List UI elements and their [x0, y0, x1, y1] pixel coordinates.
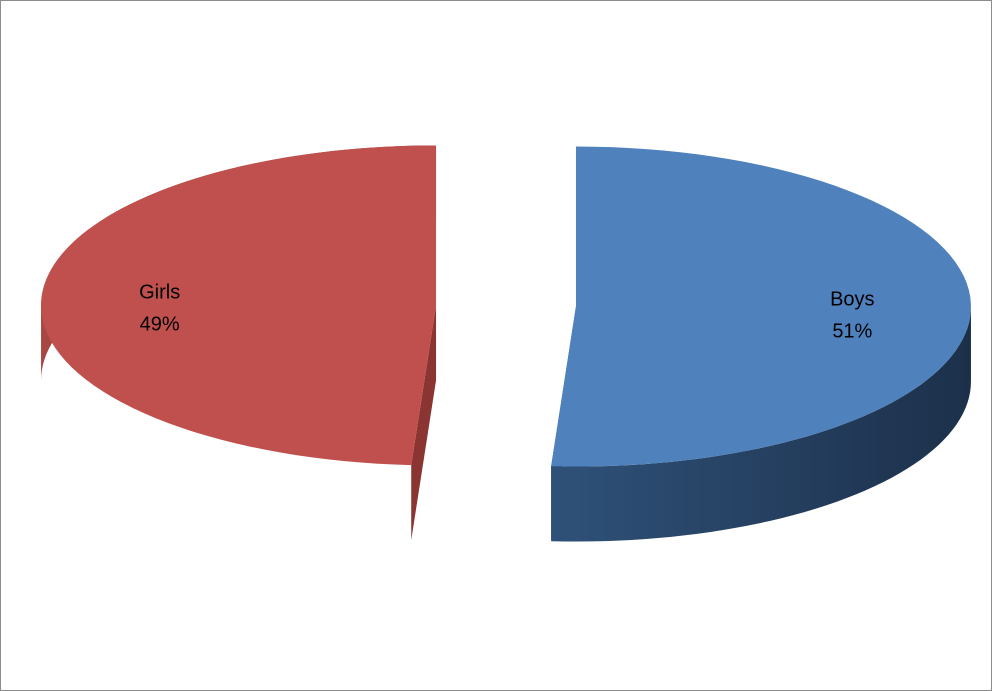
boys-slice-category-label: Boys — [830, 289, 874, 311]
boys-slice-percent-label: 51% — [832, 321, 872, 343]
boys-slice-side — [551, 306, 971, 542]
girls-slice-cut-face — [411, 305, 437, 541]
boys-slice[interactable] — [551, 146, 971, 467]
girls-slice-category-label: Girls — [139, 281, 180, 303]
girls-slice-percent-label: 49% — [140, 313, 180, 335]
girls-slice[interactable] — [41, 145, 437, 466]
